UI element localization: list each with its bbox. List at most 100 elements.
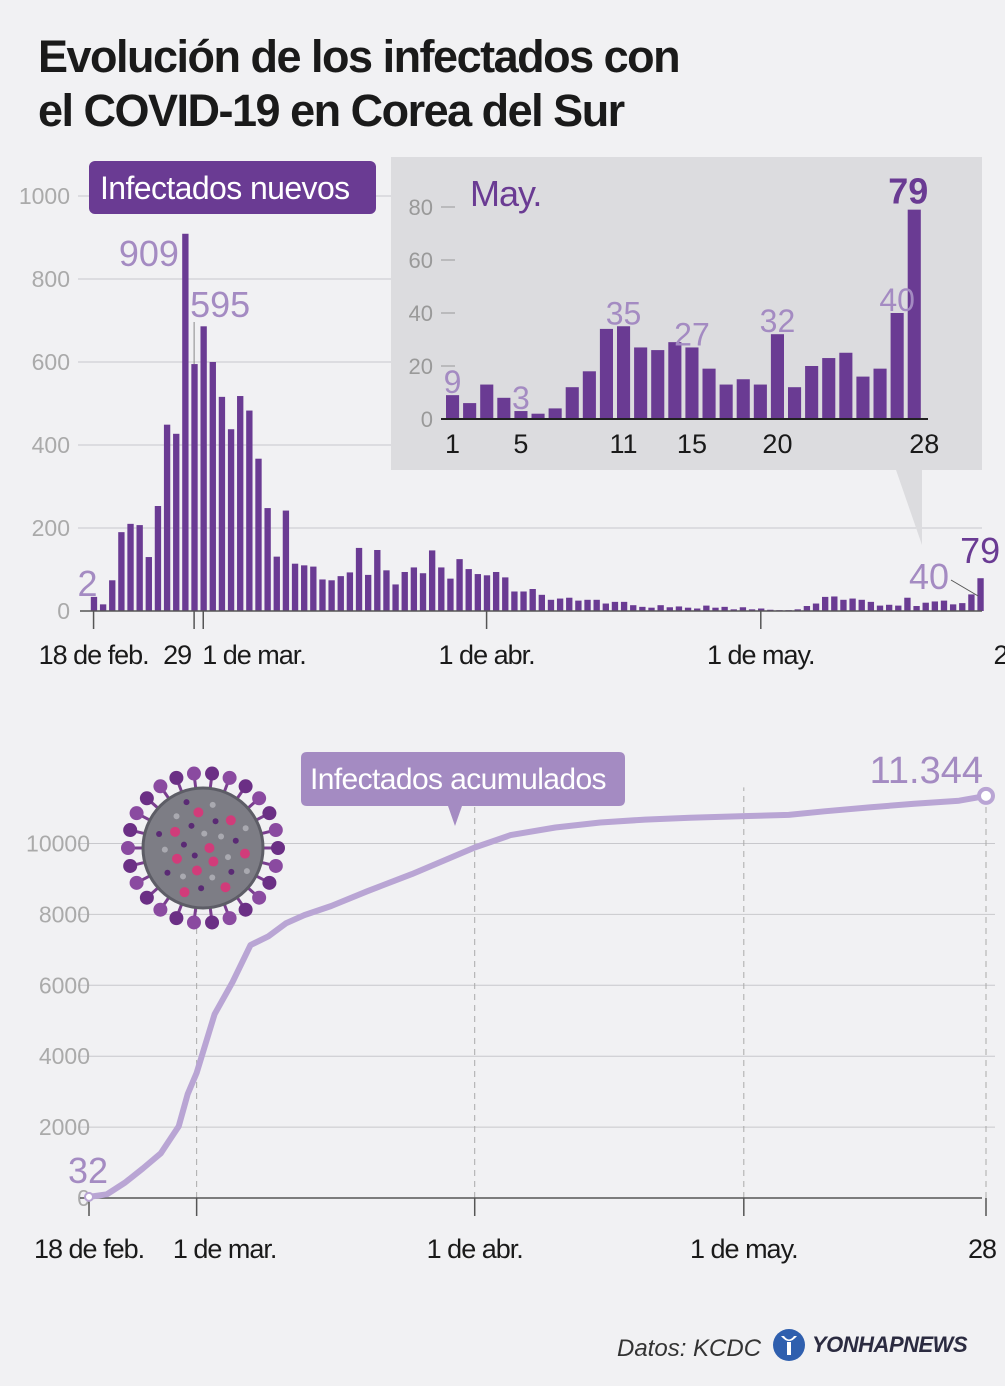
virus-surface-dot — [218, 833, 225, 840]
daily-bar — [529, 589, 536, 611]
daily-bar — [419, 573, 427, 611]
may-bar — [873, 368, 887, 419]
may-y-tick-label: 40 — [409, 301, 433, 326]
daily-bar — [282, 510, 290, 611]
daily-bar — [173, 433, 180, 611]
daily-bar — [803, 606, 811, 611]
title-line-1: Evolución de los infectados con — [38, 31, 681, 82]
daily-bar — [365, 574, 372, 611]
cumulative-badge-label: Infectados acumulados — [310, 763, 606, 796]
virus-surface-dot — [170, 826, 181, 837]
may-bar — [514, 411, 528, 419]
may-y-tick-label: 80 — [409, 195, 433, 220]
daily-bar — [511, 591, 518, 611]
virus-surface-dot — [156, 830, 163, 837]
daily-bar — [949, 604, 957, 611]
daily-bar — [684, 607, 692, 611]
virus-surface-dot — [232, 837, 239, 844]
daily-bar — [648, 607, 655, 611]
daily-bar — [246, 410, 253, 611]
virus-outline — [141, 786, 265, 910]
virus-surface-dot — [242, 825, 249, 832]
daily-bar — [703, 605, 710, 611]
virus-spike-head — [123, 823, 138, 838]
daily-badge — [89, 161, 376, 214]
daily-bar — [410, 567, 418, 611]
may-bar — [907, 209, 921, 419]
virus-spike-head — [205, 766, 220, 781]
daily-bar — [940, 600, 948, 611]
may-bar — [651, 350, 665, 419]
daily-bar — [328, 580, 335, 611]
daily-bar — [438, 567, 445, 611]
may-annotation: 35 — [606, 295, 642, 331]
daily-bar — [730, 609, 737, 611]
daily-x-tick-label: 1 de abr. — [439, 640, 535, 670]
may-bar — [599, 328, 613, 419]
cumulative-y-tick-label: 4000 — [39, 1043, 90, 1069]
annotation-last-day: 79 — [960, 530, 1000, 571]
daily-bar — [867, 601, 875, 611]
cumulative-badge — [301, 752, 625, 826]
daily-bar — [355, 547, 363, 611]
daily-bar — [639, 606, 646, 611]
may-bar — [753, 384, 767, 419]
daily-bar — [831, 596, 838, 611]
cumulative-y-tick-label: 8000 — [39, 901, 90, 927]
daily-bar — [337, 576, 344, 611]
daily-bar — [895, 605, 902, 611]
virus-spike-head — [169, 911, 184, 926]
daily-bar — [401, 571, 408, 611]
virus-surface-dot — [193, 807, 204, 818]
virus-surface-dot — [191, 852, 198, 859]
may-bar — [548, 408, 562, 419]
cumulative-x-tick-label: 1 de mar. — [173, 1234, 277, 1264]
page-title: Evolución de los infectados con el COVID… — [38, 30, 681, 138]
daily-bar — [547, 599, 555, 611]
virus-surface-dot — [209, 874, 216, 881]
virus-spike-head — [129, 806, 144, 821]
daily-bar — [977, 578, 984, 611]
daily-x-tick-label: 29 — [163, 640, 191, 670]
virus-spike-head — [129, 875, 144, 890]
daily-bar — [520, 591, 527, 611]
virus-spike-head — [186, 915, 201, 930]
daily-bar — [575, 600, 582, 611]
may-x-tick-label: 5 — [513, 429, 528, 459]
virus-surface-dot — [180, 841, 187, 848]
daily-bar — [127, 523, 134, 611]
may-bar — [822, 358, 836, 419]
daily-bar — [109, 580, 116, 611]
daily-bar — [428, 550, 436, 611]
virus-surface-dot — [183, 799, 190, 806]
daily-bar — [191, 364, 198, 611]
virus-spike-head — [271, 841, 285, 855]
daily-x-tick-label: 28 — [994, 640, 1005, 670]
may-bar — [856, 376, 870, 419]
may-bar — [565, 387, 579, 419]
daily-bar — [383, 570, 390, 611]
virus-surface-dot — [243, 868, 250, 875]
virus-surface-dot — [188, 822, 195, 829]
virus-surface-dot — [225, 815, 236, 826]
daily-bar — [301, 565, 308, 611]
daily-bar — [849, 598, 856, 611]
daily-bar — [447, 578, 454, 611]
may-bar — [890, 313, 904, 419]
virus-surface-dot — [179, 887, 190, 898]
daily-bar — [145, 557, 152, 611]
daily-bar — [959, 603, 966, 611]
daily-bar — [556, 598, 564, 611]
daily-bar — [593, 599, 600, 611]
may-bar — [617, 326, 631, 419]
daily-y-tick-label: 800 — [32, 266, 70, 292]
daily-bar — [812, 603, 820, 611]
daily-bar — [822, 596, 829, 611]
cumulative-x-tick-label: 1 de may. — [690, 1234, 798, 1264]
virus-surface-dot — [198, 885, 205, 892]
may-inset-title: May. — [470, 173, 541, 214]
cumulative-end-point — [977, 786, 995, 805]
daily-bar — [136, 525, 143, 611]
virus-surface-dot — [204, 843, 215, 853]
